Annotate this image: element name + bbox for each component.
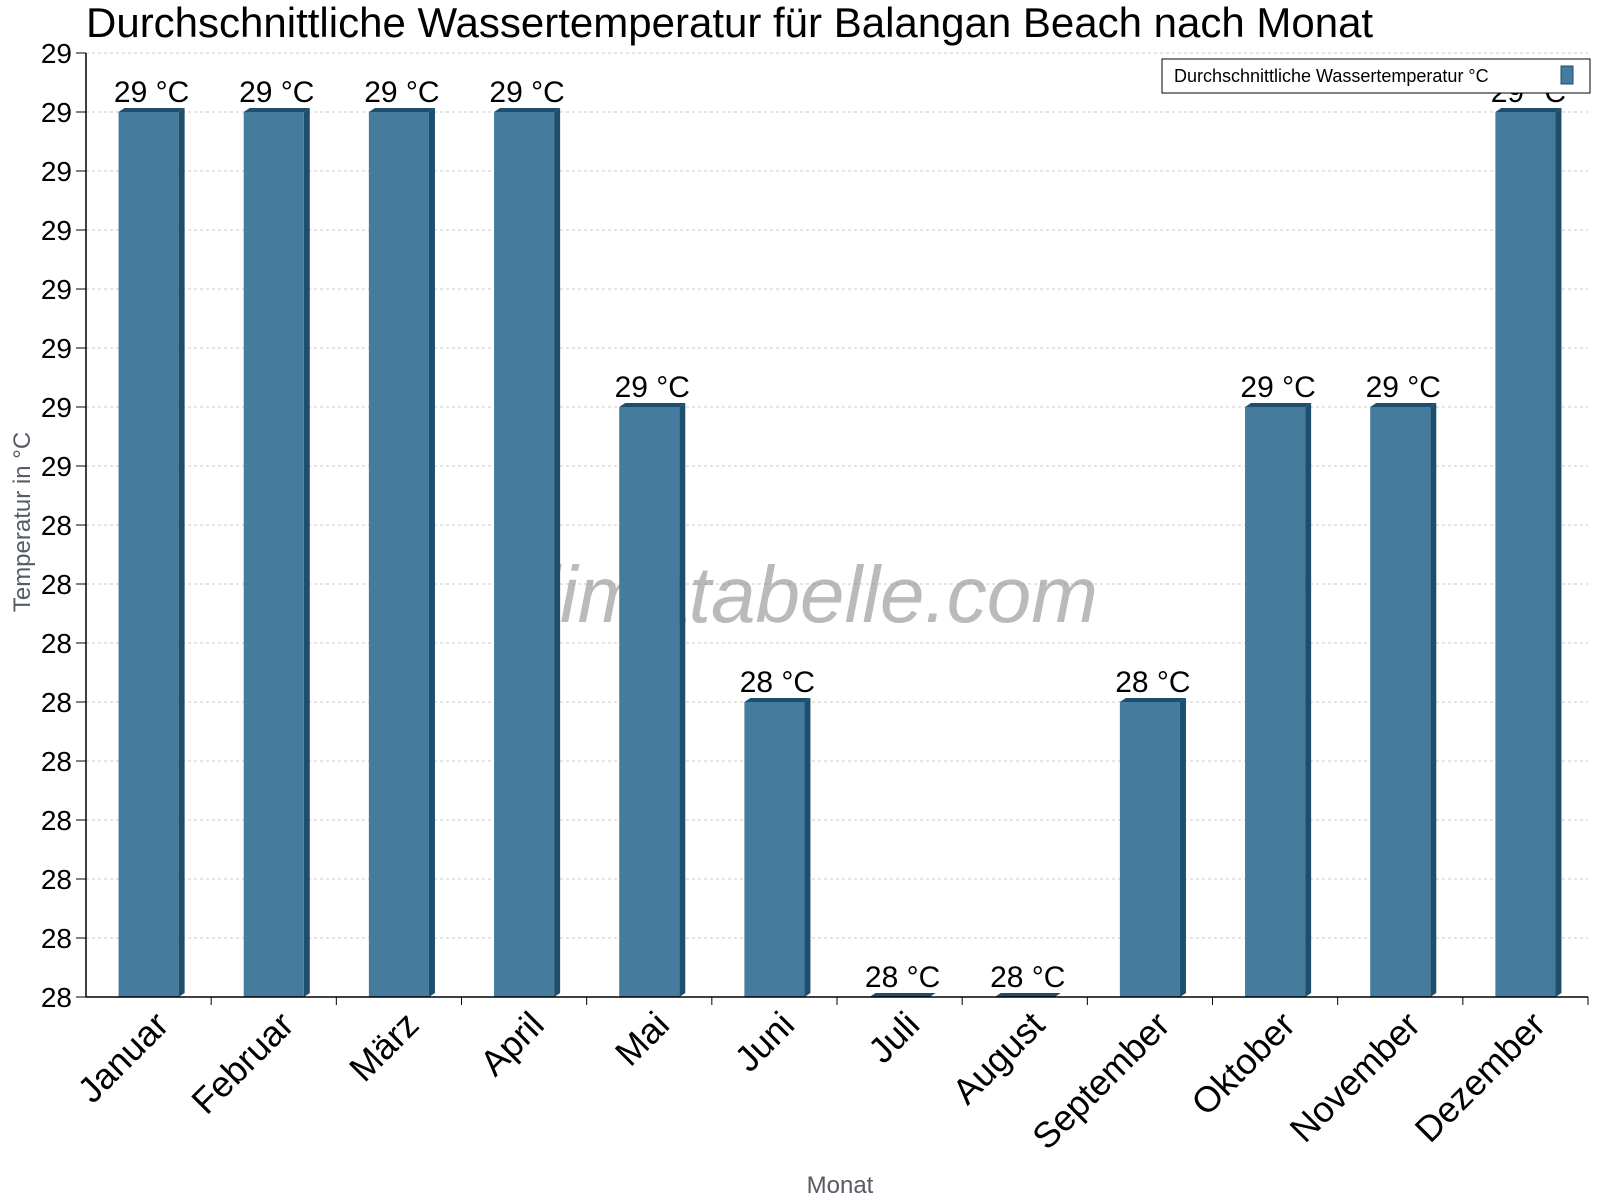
bar-side bbox=[303, 108, 310, 997]
bars: 29 °C 29 °C 29 °C 29 °C 29 °C 28 °C 28 °C 28 °C… bbox=[114, 76, 1566, 997]
y-tick-label: 28 bbox=[41, 746, 72, 777]
bar-top bbox=[1370, 403, 1437, 407]
data-label: 29 °C bbox=[615, 371, 690, 404]
bar-group: 28 °C bbox=[1115, 666, 1191, 997]
bar bbox=[494, 112, 555, 997]
bar-top bbox=[243, 108, 310, 112]
bar-group: 29 °C bbox=[1366, 371, 1441, 997]
y-tick-label: 28 bbox=[41, 864, 72, 895]
bar-side bbox=[1305, 403, 1312, 997]
y-tick-label: 28 bbox=[41, 805, 72, 836]
x-tick-label: Mai bbox=[607, 1004, 677, 1074]
bar-top bbox=[494, 108, 561, 112]
bar-side bbox=[1179, 698, 1186, 997]
bar bbox=[1370, 407, 1431, 997]
data-label: 28 °C bbox=[1115, 666, 1190, 699]
legend: Durchschnittliche Wassertemperatur °C bbox=[1161, 58, 1591, 94]
data-label: 29 °C bbox=[364, 76, 439, 109]
bar-group: 29 °C bbox=[1491, 76, 1566, 997]
x-tick-label: Februar bbox=[183, 1004, 301, 1122]
x-axis-ticks: Januar Februar März April Mai Juni Juli AugustS… bbox=[69, 997, 1589, 1158]
bar-side bbox=[428, 108, 435, 997]
x-tick-label: April bbox=[472, 1004, 552, 1084]
x-tick-label: Juli bbox=[860, 1004, 927, 1071]
y-tick-label: 28 bbox=[41, 569, 72, 600]
y-tick-label: 29 bbox=[41, 451, 72, 482]
data-label: 29 °C bbox=[489, 76, 564, 109]
bar-top bbox=[619, 403, 686, 407]
bar-group: 28 °C bbox=[740, 666, 815, 997]
y-tick-label: 29 bbox=[41, 38, 72, 69]
bar-group: 29 °C bbox=[364, 76, 440, 997]
y-tick-label: 28 bbox=[41, 628, 72, 659]
bar-group: 28 °C bbox=[990, 961, 1065, 997]
bar bbox=[243, 112, 304, 997]
y-tick-label: 28 bbox=[41, 923, 72, 954]
x-axis-title: Monat bbox=[807, 1172, 874, 1199]
watermark: klimatabelle.com bbox=[502, 550, 1098, 639]
bar-side bbox=[804, 698, 811, 997]
data-label: 29 °C bbox=[1366, 371, 1441, 404]
bar bbox=[368, 112, 429, 997]
data-label: 29 °C bbox=[239, 76, 314, 109]
data-label: 29 °C bbox=[114, 76, 189, 109]
y-tick-label: 29 bbox=[41, 274, 72, 305]
grid bbox=[86, 52, 1588, 939]
bar-side bbox=[178, 108, 185, 997]
bar-group: 29 °C bbox=[489, 76, 565, 997]
bar-top bbox=[1495, 108, 1562, 112]
legend-label: Durchschnittliche Wassertemperatur °C bbox=[1174, 66, 1489, 86]
y-tick-label: 28 bbox=[41, 687, 72, 718]
x-tick-label: März bbox=[341, 1004, 427, 1090]
y-tick-label: 29 bbox=[41, 156, 72, 187]
bar-top bbox=[1245, 403, 1312, 407]
x-tick-label: Januar bbox=[69, 1004, 176, 1111]
x-tick-label: August bbox=[944, 1004, 1052, 1112]
data-label: 28 °C bbox=[865, 961, 940, 994]
bar-group: 29 °C bbox=[615, 371, 690, 997]
y-axis-ticks: 28 28 28 28 28 28 28 28 28 29 29 29 29 29 29 29 29 bbox=[41, 38, 86, 1013]
bar bbox=[1245, 407, 1306, 997]
x-tick-label: November bbox=[1281, 1004, 1427, 1150]
y-tick-label: 29 bbox=[41, 392, 72, 423]
bar bbox=[118, 112, 179, 997]
bar bbox=[744, 702, 805, 997]
bar-top bbox=[744, 698, 811, 702]
bar-group: 29 °C bbox=[114, 76, 189, 997]
data-label: 28 °C bbox=[990, 961, 1065, 994]
legend-swatch bbox=[1560, 65, 1574, 85]
chart-title: Durchschnittliche Wassertemperatur für B… bbox=[86, 0, 1373, 46]
x-tick-label: Dezember bbox=[1407, 1004, 1553, 1150]
y-axis-title: Temperatur in °C bbox=[9, 432, 36, 612]
data-label: 28 °C bbox=[740, 666, 815, 699]
bar-top bbox=[1119, 698, 1186, 702]
bar-top bbox=[368, 108, 435, 112]
y-tick-label: 29 bbox=[41, 333, 72, 364]
bar-top bbox=[994, 993, 1061, 997]
bar bbox=[619, 407, 680, 997]
bar bbox=[1495, 112, 1556, 997]
legend-box bbox=[1161, 58, 1591, 94]
bar-top bbox=[869, 993, 936, 997]
bar-side bbox=[554, 108, 561, 997]
x-tick-label: Oktober bbox=[1183, 1004, 1303, 1124]
y-tick-label: 28 bbox=[41, 510, 72, 541]
x-tick-label: September bbox=[1024, 1004, 1178, 1158]
bar-top bbox=[118, 108, 185, 112]
bar-side bbox=[679, 403, 686, 997]
y-tick-label: 29 bbox=[41, 97, 72, 128]
bar-side bbox=[1430, 403, 1437, 997]
bar-side bbox=[1555, 108, 1562, 997]
data-label: 29 °C bbox=[1240, 371, 1315, 404]
bar bbox=[1119, 702, 1180, 997]
x-tick-label: Juni bbox=[726, 1004, 802, 1080]
y-tick-label: 28 bbox=[41, 982, 72, 1013]
bar-group: 29 °C bbox=[239, 76, 314, 997]
bar-group: 28 °C bbox=[865, 961, 940, 997]
y-tick-label: 29 bbox=[41, 215, 72, 246]
bar-group: 29 °C bbox=[1240, 371, 1316, 997]
